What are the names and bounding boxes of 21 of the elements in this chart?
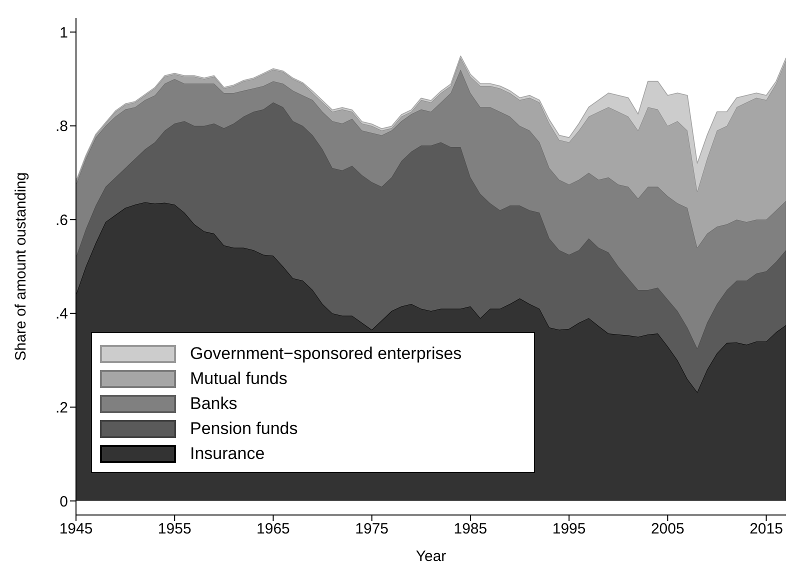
legend-label: Mutual funds	[190, 368, 288, 388]
x-tick-label: 2015	[750, 520, 783, 538]
y-axis-title: Share of amount oustanding	[12, 172, 30, 361]
x-tick-label: 2005	[650, 520, 684, 538]
x-tick-label: 1995	[552, 520, 586, 538]
x-tick-label: 1965	[256, 520, 290, 538]
x-axis-title: Year	[416, 548, 446, 565]
legend-label: Pension funds	[190, 418, 298, 438]
x-tick-label: 1955	[158, 520, 192, 538]
x-tick-label: 1945	[59, 520, 93, 538]
y-tick-label: 1	[60, 24, 68, 42]
legend-label: Insurance	[190, 444, 265, 464]
y-tick-label: .8	[55, 118, 68, 136]
x-tick-label: 1975	[355, 520, 389, 538]
y-tick-label: .6	[55, 212, 68, 229]
y-tick-label: .2	[55, 399, 68, 416]
legend-label: Government−sponsored enterprises	[190, 344, 462, 364]
legend-label: Banks	[190, 394, 238, 414]
y-tick-label: 0	[60, 493, 68, 510]
x-tick-label: 1985	[454, 520, 488, 538]
y-tick-label: .4	[55, 306, 68, 323]
